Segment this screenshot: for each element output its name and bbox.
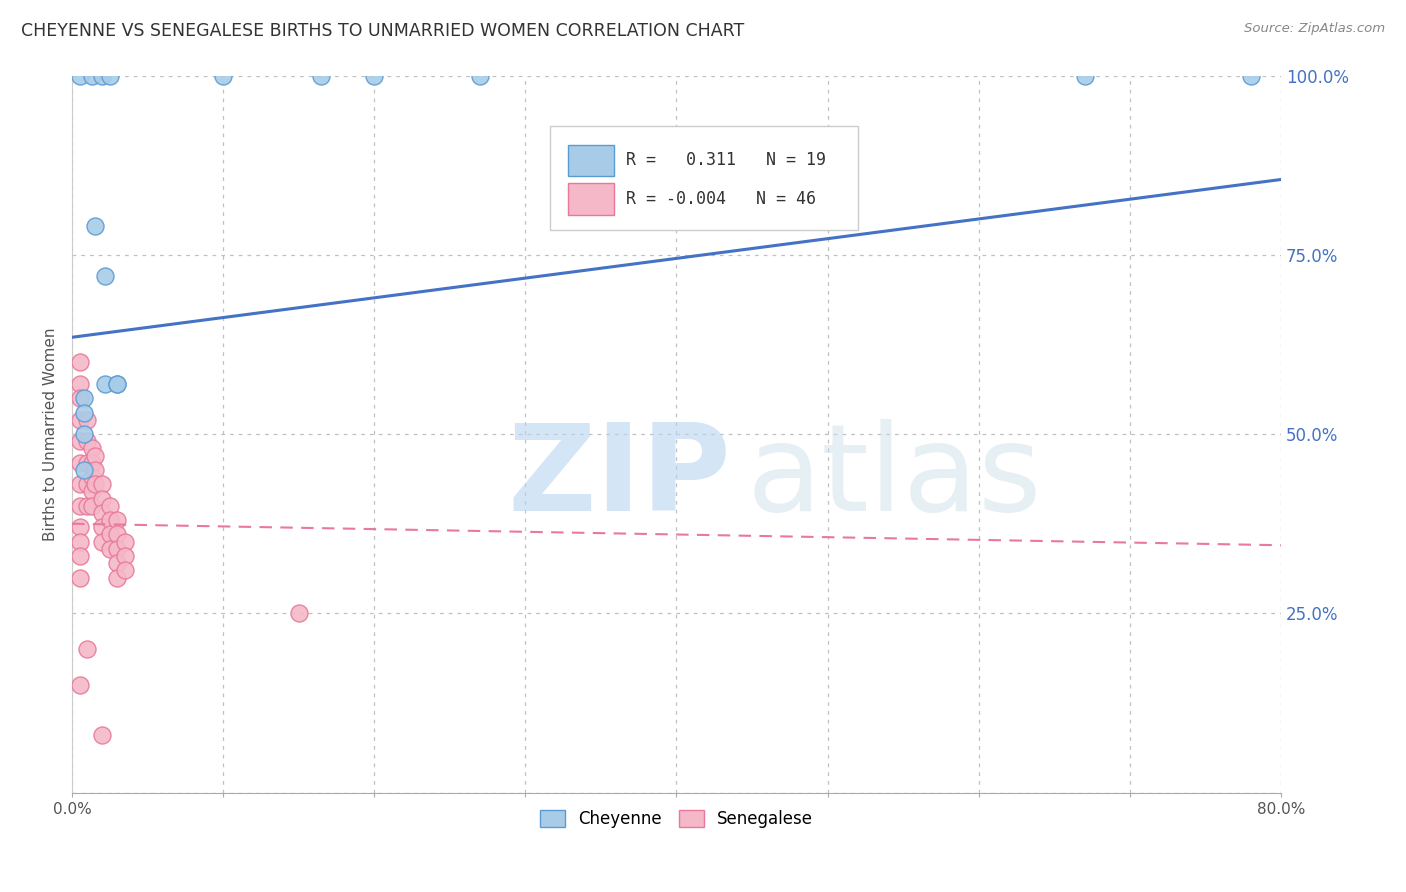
Point	[80, 442, 103, 456]
Point	[76, 477, 98, 491]
Point	[80, 456, 103, 470]
Bar	[568, 183, 613, 215]
Point	[69, 549, 91, 563]
Point	[76, 413, 98, 427]
Point	[98, 499, 121, 513]
Point	[94, 376, 117, 391]
Point	[80, 499, 103, 513]
FancyBboxPatch shape	[550, 126, 858, 230]
Point	[83, 463, 105, 477]
Point	[91, 534, 114, 549]
Point	[73, 463, 96, 477]
Point	[91, 491, 114, 506]
Point	[98, 69, 121, 83]
Point	[98, 541, 121, 556]
Point	[73, 427, 96, 442]
Point	[80, 69, 103, 83]
Point	[69, 355, 91, 369]
Text: ZIP: ZIP	[508, 418, 731, 535]
Point	[69, 391, 91, 405]
Point	[105, 556, 128, 570]
Point	[1240, 69, 1263, 83]
Point	[80, 470, 103, 484]
Point	[76, 499, 98, 513]
Point	[105, 513, 128, 527]
Point	[76, 434, 98, 449]
Point	[83, 219, 105, 233]
Point	[98, 513, 121, 527]
Text: R =   0.311   N = 19: R = 0.311 N = 19	[626, 152, 825, 169]
Bar	[568, 145, 613, 176]
Point	[69, 413, 91, 427]
Point	[69, 434, 91, 449]
Point	[69, 520, 91, 534]
Point	[76, 456, 98, 470]
Point	[91, 506, 114, 520]
Legend: Cheyenne, Senegalese: Cheyenne, Senegalese	[533, 803, 820, 835]
Point	[69, 376, 91, 391]
Point	[114, 563, 136, 577]
Point	[468, 69, 491, 83]
Point	[83, 449, 105, 463]
Point	[105, 376, 128, 391]
Point	[105, 541, 128, 556]
Text: atlas: atlas	[747, 418, 1042, 535]
Point	[91, 520, 114, 534]
Point	[311, 69, 333, 83]
Point	[114, 549, 136, 563]
Point	[105, 376, 128, 391]
Point	[105, 570, 128, 584]
Point	[91, 477, 114, 491]
Point	[76, 642, 98, 657]
Point	[105, 527, 128, 541]
Point	[287, 607, 309, 621]
Point	[363, 69, 385, 83]
Point	[91, 69, 114, 83]
Point	[69, 678, 91, 692]
Point	[1073, 69, 1095, 83]
Point	[94, 269, 117, 284]
Point	[80, 484, 103, 499]
Point	[73, 391, 96, 405]
Text: Source: ZipAtlas.com: Source: ZipAtlas.com	[1244, 22, 1385, 36]
Point	[69, 570, 91, 584]
Point	[69, 534, 91, 549]
Point	[98, 527, 121, 541]
Y-axis label: Births to Unmarried Women: Births to Unmarried Women	[44, 327, 58, 541]
Point	[69, 499, 91, 513]
Text: R = -0.004   N = 46: R = -0.004 N = 46	[626, 190, 815, 208]
Point	[91, 728, 114, 742]
Point	[83, 477, 105, 491]
Point	[212, 69, 235, 83]
Point	[69, 456, 91, 470]
Point	[69, 69, 91, 83]
Point	[69, 477, 91, 491]
Point	[73, 406, 96, 420]
Text: CHEYENNE VS SENEGALESE BIRTHS TO UNMARRIED WOMEN CORRELATION CHART: CHEYENNE VS SENEGALESE BIRTHS TO UNMARRI…	[21, 22, 744, 40]
Point	[114, 534, 136, 549]
